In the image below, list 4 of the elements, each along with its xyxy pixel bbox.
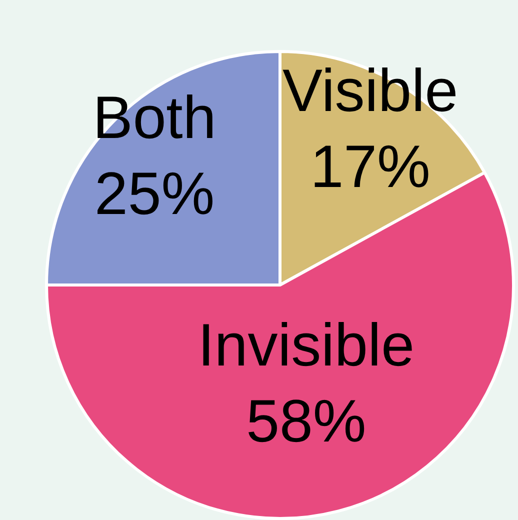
data-label: 17% [310,132,430,200]
slice-label: Invisible [198,311,415,378]
data-label: 25% [94,160,215,228]
data-label: 58% [246,387,366,454]
